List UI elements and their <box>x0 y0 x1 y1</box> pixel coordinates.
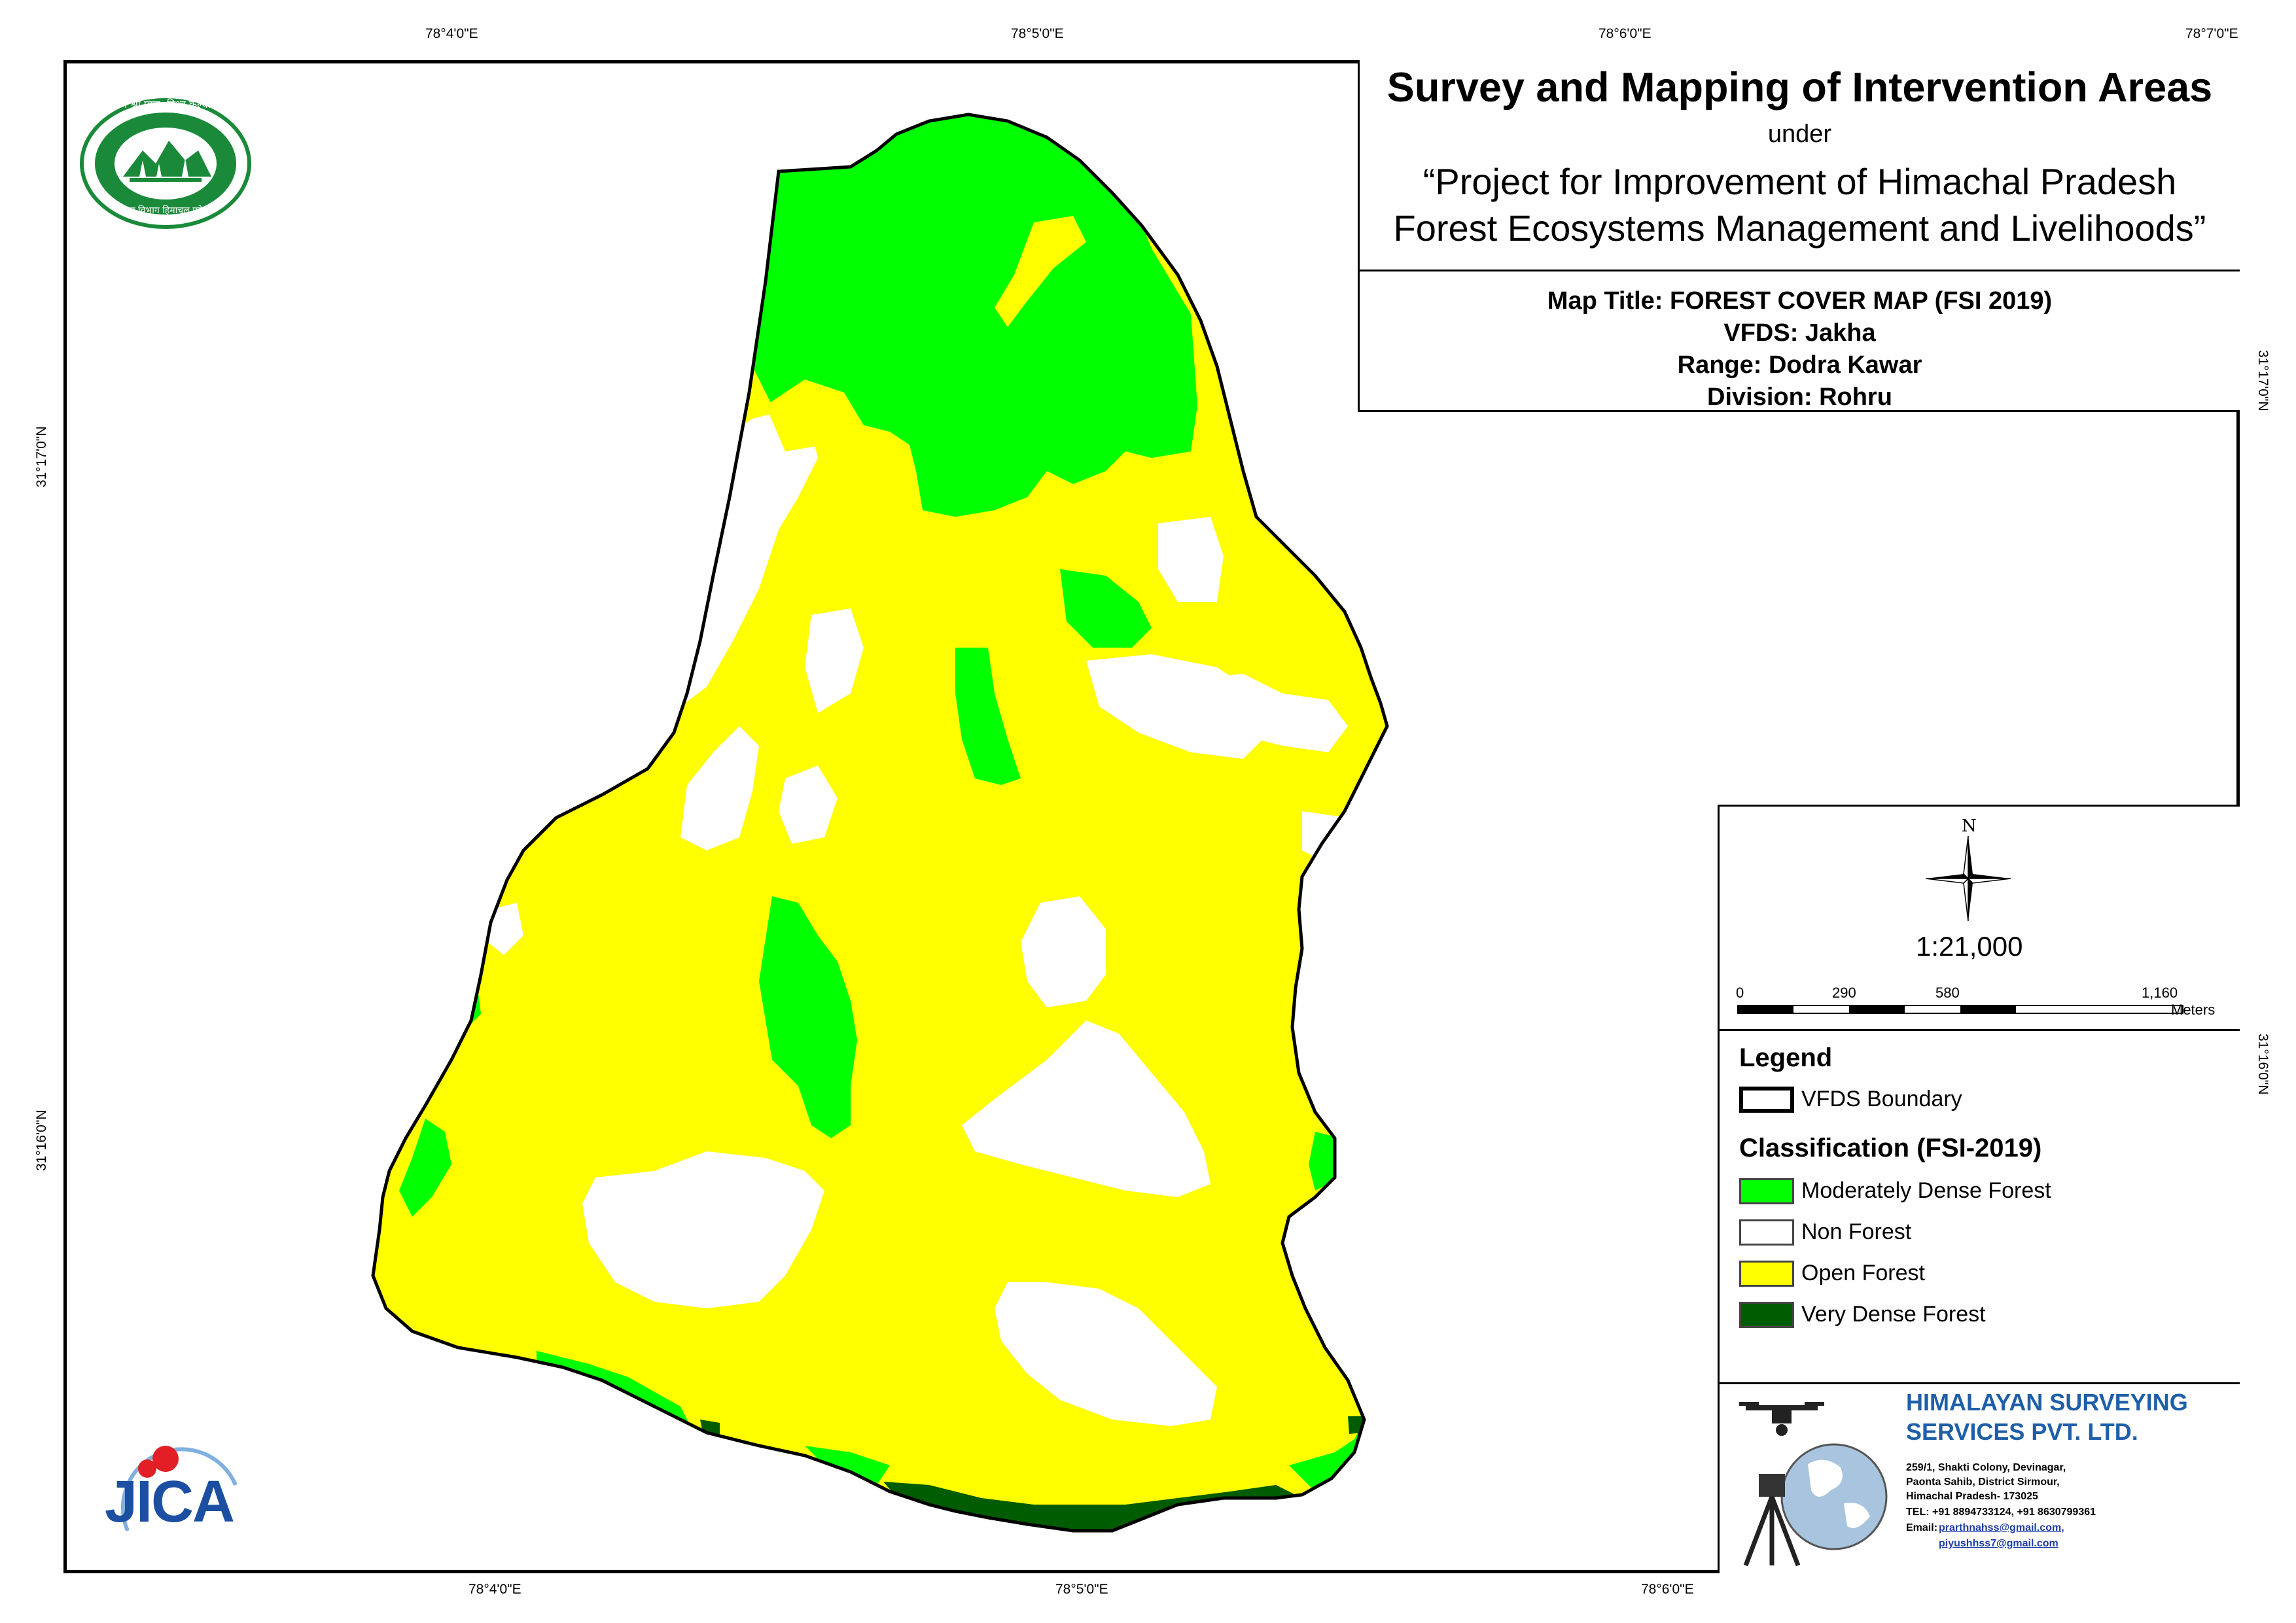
company-address-1: 259/1, Shakti Colony, Devinagar, <box>1906 1462 2066 1473</box>
scale-unit: Meters <box>2171 1002 2216 1018</box>
company-address-3: Himachal Pradesh- 173025 <box>1906 1491 2038 1502</box>
legend-label-nf: Non Forest <box>1801 1219 1912 1244</box>
grid-label-bottom: 78°4'0"E <box>468 1582 521 1597</box>
map-title-line: Map Title: FOREST COVER MAP (FSI 2019) <box>1547 287 2053 315</box>
legend-swatch-of <box>1739 1261 1794 1287</box>
forest-dept-motto-bottom: वन विभाग हिमाचल प्रदेश <box>124 205 209 216</box>
company-email-label: Email: <box>1906 1522 1938 1533</box>
vfds-boundary <box>371 113 1389 1533</box>
grid-label-top: 78°6'0"E <box>1598 26 1651 41</box>
compass-rose-icon <box>1926 836 2011 921</box>
jica-wordmark: JICA <box>105 1469 235 1535</box>
scale-tick-label: 290 <box>1832 985 1856 1001</box>
map-info-panel: Map Title: FOREST COVER MAP (FSI 2019) V… <box>1358 271 2240 412</box>
survey-equipment-icon <box>1739 1402 1888 1567</box>
scale-tick-label: 0 <box>1736 985 1744 1001</box>
legend-divider <box>1720 1029 2240 1031</box>
vfds-boundary-label: VFDS Boundary <box>1801 1087 1962 1111</box>
legend-label-of: Open Forest <box>1801 1261 1925 1285</box>
legend-swatch-nf <box>1739 1219 1794 1246</box>
scale-bar <box>1737 1005 2183 1014</box>
scale-tick-label: 580 <box>1935 985 1960 1001</box>
under-text: under <box>1767 120 1832 148</box>
scale-tick-label: 1,160 <box>2142 985 2178 1001</box>
jica-logo <box>120 1446 238 1532</box>
forest-department-logo <box>80 98 251 229</box>
legend-swatch-vdf <box>1739 1302 1794 1328</box>
vfds-boundary-swatch <box>1739 1087 1794 1113</box>
project-line-2: Forest Ecosystems Management and Livelih… <box>1393 207 2206 249</box>
company-email-1[interactable]: prarthnahss@gmail.com, <box>1939 1522 2064 1533</box>
title-panel: Survey and Mapping of Intervention Areas… <box>1358 60 2240 271</box>
north-label: N <box>1962 816 1977 836</box>
grid-label-top: 78°7'0"E <box>2185 26 2238 41</box>
range-line: Range: Dodra Kawar <box>1677 351 1922 379</box>
vfds-line: VFDS: Jakha <box>1723 319 1876 347</box>
grid-label-top: 78°4'0"E <box>425 26 478 41</box>
company-divider <box>1720 1382 2240 1384</box>
map-main-title: Survey and Mapping of Intervention Areas <box>1386 65 2213 111</box>
legend-panel: N 1:21,000 0 290 580 1,160 Meters Legend… <box>1718 805 2240 1573</box>
project-line-1: “Project for Improvement of Himachal Pra… <box>1422 161 2177 202</box>
classification-title: Classification (FSI-2019) <box>1739 1134 2042 1162</box>
grid-label-top: 78°5'0"E <box>1011 26 1064 41</box>
company-name-line-1: HIMALAYAN SURVEYING <box>1906 1389 2188 1416</box>
legend-label-mdf: Moderately Dense Forest <box>1801 1178 2051 1203</box>
scale-ratio: 1:21,000 <box>1916 931 2023 962</box>
forest-dept-motto-top: वन श्री प्राण, विश्व कल्याण <box>115 98 219 111</box>
legend-swatch-mdf <box>1739 1178 1794 1204</box>
company-tel: TEL: +91 8894733124, +91 8630799361 <box>1906 1507 2096 1518</box>
company-address-2: Paonta Sahib, District Sirmour, <box>1906 1476 2060 1488</box>
division-line: Division: Rohru <box>1707 383 1892 411</box>
open-forest-inlay <box>766 216 1086 451</box>
company-name-line-2: SERVICES PVT. LTD. <box>1906 1418 2138 1445</box>
company-email-2[interactable]: piyushhss7@gmail.com <box>1939 1538 2058 1549</box>
grid-label-bottom: 78°5'0"E <box>1055 1582 1108 1597</box>
legend-title: Legend <box>1739 1043 1833 1072</box>
legend-label-vdf: Very Dense Forest <box>1801 1302 1986 1327</box>
grid-label-bottom: 78°6'0"E <box>1641 1582 1694 1597</box>
